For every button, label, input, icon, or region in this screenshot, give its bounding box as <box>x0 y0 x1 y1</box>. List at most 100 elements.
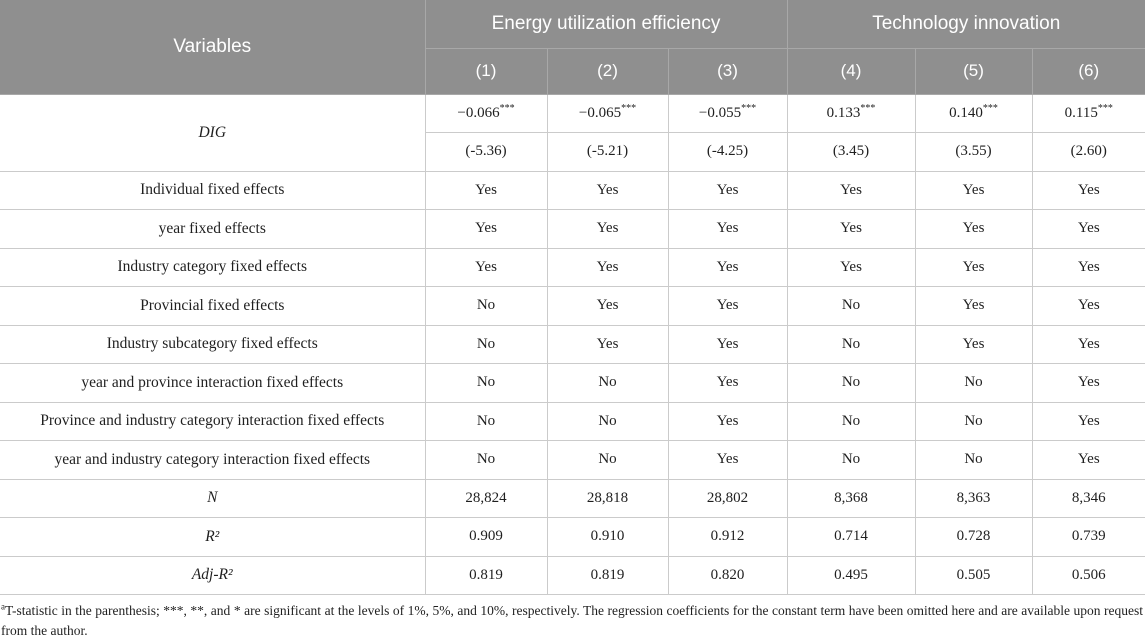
fe-value-cell: Yes <box>667 209 788 249</box>
column-header-6: (6) <box>1031 47 1145 95</box>
stat-value-cell: 0.819 <box>424 555 548 595</box>
fe-value-cell: No <box>914 401 1033 441</box>
stat-value-cell: 28,824 <box>424 478 548 518</box>
fe-value-cell: Yes <box>424 209 548 249</box>
fe-value-cell: No <box>424 440 548 480</box>
fe-value-cell: Yes <box>546 170 669 210</box>
table-header: Variables Energy utilization efficiency … <box>0 0 1145 95</box>
coefficient-value: 0.140 <box>949 104 983 121</box>
stat-value-cell: 28,818 <box>546 478 669 518</box>
row-label-adj-r-squared: Adj-R² <box>0 555 426 595</box>
table-row-year-industry-category-interaction-fixed-effects: year and industry category interaction f… <box>0 440 1145 480</box>
fe-value-cell: Yes <box>914 209 1033 249</box>
stat-value-cell: 0.714 <box>786 517 916 557</box>
fe-value-cell: Yes <box>1031 324 1145 364</box>
significance-stars: *** <box>1097 102 1113 114</box>
coefficient-value: 0.133 <box>826 104 861 121</box>
stat-value-cell: 0.819 <box>546 555 669 595</box>
dig-estimate-cell: 0.140*** <box>914 93 1033 133</box>
column-header-1: (1) <box>424 47 548 95</box>
significance-stars: *** <box>982 102 998 114</box>
fe-value-cell: Yes <box>1031 247 1145 287</box>
fe-value-cell: Yes <box>667 247 788 287</box>
fe-value-cell: Yes <box>914 324 1033 364</box>
t-statistic-cell: (-5.21) <box>546 132 669 172</box>
group-header-energy-utilization-efficiency: Energy utilization efficiency <box>424 0 788 49</box>
fe-value-cell: No <box>914 440 1033 480</box>
fe-value-cell: Yes <box>914 170 1033 210</box>
stat-value-cell: 28,802 <box>667 478 788 518</box>
fe-value-cell: No <box>424 324 548 364</box>
fe-value-cell: Yes <box>1031 363 1145 403</box>
variables-column-header: Variables <box>0 0 426 95</box>
table-row-dig-coefficients: DIG −0.066*** −0.065*** −0.055*** 0.133*… <box>0 93 1145 172</box>
fe-value-cell: Yes <box>546 324 669 364</box>
row-label-n: N <box>0 478 426 518</box>
footnote-text: T-statistic in the parenthesis; ***, **,… <box>1 603 1143 638</box>
fe-value-cell: No <box>914 363 1033 403</box>
fe-value-cell: Yes <box>424 170 548 210</box>
column-header-2: (2) <box>546 47 669 95</box>
fe-value-cell: Yes <box>667 170 788 210</box>
fe-value-cell: Yes <box>786 170 916 210</box>
fe-value-cell: Yes <box>1031 209 1145 249</box>
stat-value-cell: 8,363 <box>914 478 1033 518</box>
stat-value-cell: 0.820 <box>667 555 788 595</box>
dig-estimate-cell: −0.065*** <box>546 93 669 133</box>
dig-estimate-cell: 0.133*** <box>786 93 916 133</box>
table-row-industry-category-fixed-effects: Industry category fixed effects Yes Yes … <box>0 247 1145 287</box>
table-body: DIG −0.066*** −0.065*** −0.055*** 0.133*… <box>0 93 1145 595</box>
fe-value-cell: Yes <box>546 286 669 326</box>
fe-value-cell: Yes <box>667 440 788 480</box>
stat-value-cell: 8,346 <box>1031 478 1145 518</box>
column-header-4: (4) <box>786 47 916 95</box>
table-row-individual-fixed-effects: Individual fixed effects Yes Yes Yes Yes… <box>0 170 1145 210</box>
stat-value-cell: 0.910 <box>546 517 669 557</box>
table-row-year-fixed-effects: year fixed effects Yes Yes Yes Yes Yes Y… <box>0 209 1145 249</box>
stat-value-cell: 0.739 <box>1031 517 1145 557</box>
table-row-dig-tstats: (-5.36) (-5.21) (-4.25) (3.45) (3.55) (2… <box>0 132 1145 172</box>
significance-stars: *** <box>741 102 757 114</box>
fe-value-cell: Yes <box>546 209 669 249</box>
fe-value-cell: No <box>786 363 916 403</box>
stat-value-cell: 8,368 <box>786 478 916 518</box>
fe-value-cell: No <box>546 440 669 480</box>
t-statistic-cell: (2.60) <box>1031 132 1145 172</box>
fe-value-cell: No <box>424 286 548 326</box>
significance-stars: *** <box>499 102 515 114</box>
fe-value-cell: Yes <box>786 247 916 287</box>
table-row-year-province-interaction-fixed-effects: year and province interaction fixed effe… <box>0 363 1145 403</box>
row-label-r-squared: R² <box>0 517 426 557</box>
fe-value-cell: No <box>546 363 669 403</box>
dig-estimate-cell: −0.055*** <box>667 93 788 133</box>
stat-value-cell: 0.506 <box>1031 555 1145 595</box>
fe-value-cell: Yes <box>667 286 788 326</box>
row-label: Industry subcategory fixed effects <box>0 324 426 364</box>
stat-value-cell: 0.912 <box>667 517 788 557</box>
coefficient-value: −0.065 <box>578 104 622 121</box>
fe-value-cell: Yes <box>667 401 788 441</box>
coefficient-value: 0.115 <box>1064 104 1098 121</box>
row-label: year and province interaction fixed effe… <box>0 363 426 403</box>
dig-estimate-cell: −0.066*** <box>424 93 548 133</box>
coefficient-value: −0.066 <box>457 104 500 121</box>
row-label: Individual fixed effects <box>0 170 426 210</box>
fe-value-cell: Yes <box>667 363 788 403</box>
fe-value-cell: Yes <box>546 247 669 287</box>
fe-value-cell: No <box>786 401 916 441</box>
fe-value-cell: No <box>786 324 916 364</box>
group-header-technology-innovation: Technology innovation <box>786 0 1145 49</box>
footnote-marker: a <box>1 601 5 612</box>
header-model-number-row: (1) (2) (3) (4) (5) (6) <box>0 47 1145 95</box>
table-row-adjusted-r-squared: Adj-R² 0.819 0.819 0.820 0.495 0.505 0.5… <box>0 555 1145 595</box>
fe-value-cell: Yes <box>914 286 1033 326</box>
table-footnote: aT-statistic in the parenthesis; ***, **… <box>0 595 1145 641</box>
fe-value-cell: Yes <box>1031 401 1145 441</box>
fe-value-cell: Yes <box>786 209 916 249</box>
table-row-industry-subcategory-fixed-effects: Industry subcategory fixed effects No Ye… <box>0 324 1145 364</box>
fe-value-cell: Yes <box>1031 170 1145 210</box>
row-label: year fixed effects <box>0 209 426 249</box>
header-group-row: Variables Energy utilization efficiency … <box>0 0 1145 95</box>
row-label: year and industry category interaction f… <box>0 440 426 480</box>
table-row-observations: N 28,824 28,818 28,802 8,368 8,363 8,346 <box>0 478 1145 518</box>
